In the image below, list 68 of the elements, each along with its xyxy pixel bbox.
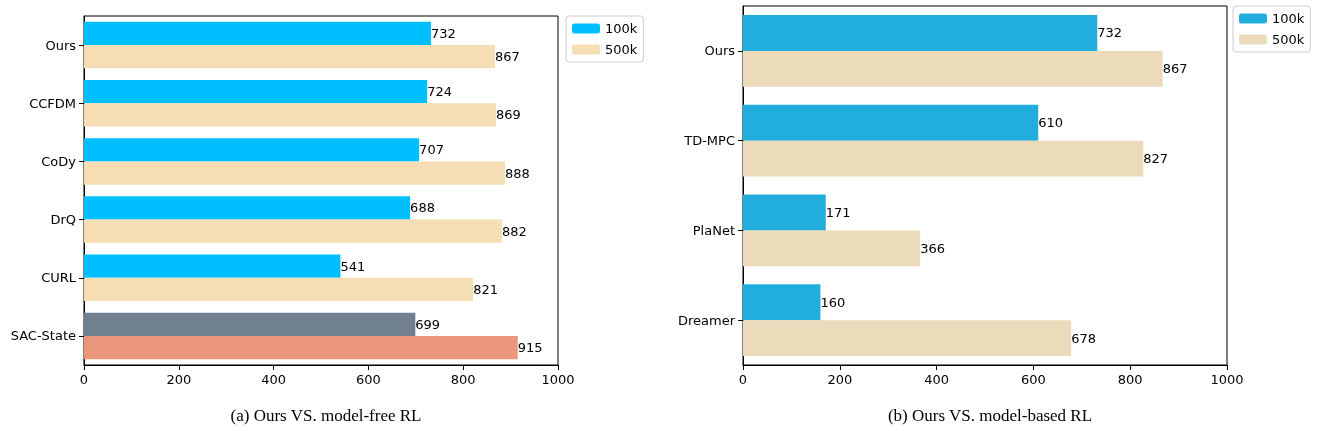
data-label: 869 [495,107,521,123]
data-label: 699 [415,316,441,332]
bar [84,103,496,127]
y-tick-label: DrQ [50,212,76,228]
y-tick-label: CCFDM [29,95,76,111]
bar [84,21,431,46]
y-tick-label: CURL [41,270,77,286]
x-tick-label: 600 [355,372,381,387]
y-tick-label: CoDy [41,153,77,169]
data-label: 915 [517,340,543,356]
data-label: 366 [920,240,945,256]
data-label: 867 [494,49,520,65]
bar [84,312,416,336]
legend-label: 500k [1272,32,1305,47]
y-tick-label: Ours [45,37,77,53]
bar [743,284,821,321]
data-label: 732 [1097,25,1123,41]
x-tick-label: 0 [738,372,748,387]
bar [743,14,1098,51]
y-tick-label: Dreamer [677,312,736,328]
bar [743,194,826,231]
bar [84,219,503,243]
x-tick-label: 400 [924,372,950,387]
bar [743,104,1039,141]
data-label: 867 [1162,61,1188,77]
x-tick-label: 600 [1020,372,1046,387]
y-tick-label: SAC-State [10,328,76,344]
bar [743,320,1072,357]
bar [84,79,428,104]
data-label: 541 [340,258,366,274]
bar [84,161,505,185]
data-label: 724 [427,84,452,100]
bar [84,335,518,360]
legend-label: 100k [1272,11,1305,26]
data-label: 707 [419,142,444,158]
x-tick-label: 400 [261,372,287,387]
bar [84,45,495,69]
bar [743,230,921,267]
data-label: 678 [1071,330,1096,346]
data-label: 827 [1143,151,1169,167]
data-label: 732 [430,25,456,41]
data-label: 688 [410,200,435,216]
bar [84,196,411,220]
text: (b) Ours VS. model-based RL [887,406,1093,425]
x-tick-label: 200 [166,372,192,387]
legend-label: 500k [605,42,638,57]
data-label: 610 [1038,115,1064,131]
x-tick-label: 1000 [1210,372,1244,387]
y-tick-label: PlaNet [692,222,735,238]
y-tick-label: Ours [704,43,736,59]
legend-label: 100k [605,21,638,36]
bar [84,254,341,278]
data-label: 888 [504,165,530,181]
bar [743,140,1144,177]
bar [84,277,474,302]
x-tick-label: 800 [1117,372,1143,387]
x-tick-label: 800 [450,372,476,387]
text: (a) Ours VS. model-free RL [230,406,422,425]
x-tick-label: 0 [79,372,89,387]
data-label: 171 [825,204,851,220]
data-label: 882 [502,223,527,239]
data-label: 160 [820,294,846,310]
y-tick-label: TD-MPC [683,133,735,149]
x-tick-label: 200 [827,372,853,387]
data-label: 821 [473,281,498,297]
bar [84,138,420,162]
x-tick-label: 1000 [541,372,575,387]
bar [743,50,1163,87]
